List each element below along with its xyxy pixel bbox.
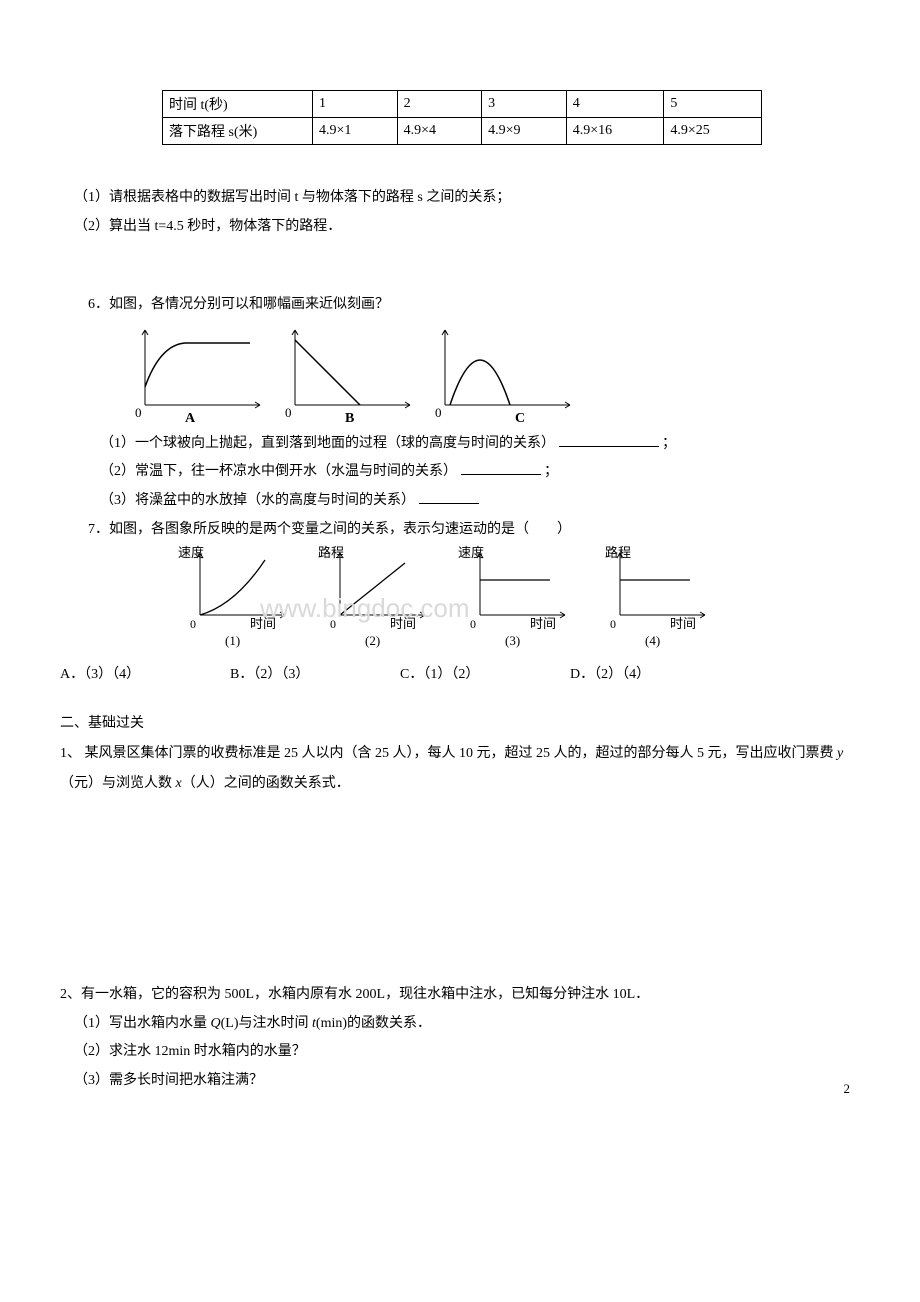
option-c: C．（1）（2） [400,662,570,689]
svg-text:B: B [345,411,354,425]
p1-text-b: （元）与浏览人数 [60,776,176,791]
svg-text:时间: 时间 [250,616,276,631]
q6-charts: 0 A 0 B 0 C [130,325,860,425]
cell: 4.9×4 [397,118,482,145]
svg-text:(3): (3) [505,633,520,648]
q6-sub3: （3）将澡盆中的水放掉（水的高度与时间的关系） [60,488,860,515]
cell: 1 [313,91,398,118]
cell: 4 [566,91,664,118]
p2-sub1: （1）写出水箱内水量 Q(L)与注水时间 t(min)的函数关系． [60,1011,860,1038]
p2-sub2: （2）求注水 12min 时水箱内的水量？ [60,1039,860,1066]
q6-sub1: （1）一个球被向上抛起，直到落到地面的过程（球的高度与时间的关系） ； [60,431,860,458]
svg-text:(4): (4) [645,633,660,648]
svg-text:C: C [515,411,525,425]
svg-text:时间: 时间 [670,616,696,631]
question-table-1: （1）请根据表格中的数据写出时间 t 与物体落下的路程 s 之间的关系； [60,185,860,212]
cell: 4.9×9 [482,118,567,145]
svg-text:0: 0 [330,617,336,631]
svg-text:0: 0 [435,405,442,420]
q6-sub3-text: （3）将澡盆中的水放掉（水的高度与时间的关系） [100,493,415,508]
svg-text:0: 0 [190,617,196,631]
svg-text:(2): (2) [365,633,380,648]
problem-1: 1、 某风景区集体门票的收费标准是 25 人以内（含 25 人），每人 10 元… [60,739,860,798]
semicolon: ； [544,464,558,479]
svg-text:时间: 时间 [390,616,416,631]
cell: 4.9×25 [664,118,762,145]
row1-header: 时间 t(秒) [163,91,313,118]
blank-line [559,433,659,447]
svg-text:0: 0 [285,405,292,420]
question-table-2: （2）算出当 t=4.5 秒时，物体落下的路程． [60,214,860,241]
p1-text-a: 1、 某风景区集体门票的收费标准是 25 人以内（含 25 人），每人 10 元… [60,746,837,761]
table-row: 落下路程 s(米) 4.9×1 4.9×4 4.9×9 4.9×16 4.9×2… [163,118,762,145]
cell: 5 [664,91,762,118]
var-Q: Q [211,1016,221,1031]
svg-text:时间: 时间 [530,616,556,631]
chart-c: 0 C [430,325,590,425]
svg-text:(1): (1) [225,633,240,648]
cell: 3 [482,91,567,118]
option-a: A．（3）（4） [60,662,230,689]
svg-text:0: 0 [135,405,142,420]
svg-text:A: A [185,411,196,425]
table-row: 时间 t(秒) 1 2 3 4 5 [163,91,762,118]
cell: 4.9×1 [313,118,398,145]
svg-text:0: 0 [610,617,616,631]
question-7: 7．如图，各图象所反映的是两个变量之间的关系，表示匀速运动的是（ ） [60,517,860,544]
blank-line [419,490,479,504]
q7-options: A．（3）（4） B．（2）（3） C．（1）（2） D．（2）（4） [60,662,860,689]
var-y: y [837,746,843,761]
p1-text-c: （人）之间的函数关系式． [182,776,350,791]
q6-sub2: （2）常温下，往一杯凉水中倒开水（水温与时间的关系） ； [60,459,860,486]
row2-header: 落下路程 s(米) [163,118,313,145]
chart-b: 0 B [280,325,430,425]
chart-a: 0 A [130,325,280,425]
blank-line [461,461,541,475]
cell: 4.9×16 [566,118,664,145]
distance-time-table: 时间 t(秒) 1 2 3 4 5 落下路程 s(米) 4.9×1 4.9×4 … [162,90,762,145]
problem-2: 2、有一水箱，它的容积为 500L，水箱内原有水 200L，现往水箱中注水，已知… [60,982,860,1009]
p2-1a: （1）写出水箱内水量 [74,1016,211,1031]
q6-sub1-text: （1）一个球被向上抛起，直到落到地面的过程（球的高度与时间的关系） [100,436,555,451]
p2-sub3: （3）需多长时间把水箱注满？ [60,1068,860,1095]
section-2-heading: 二、基础过关 [60,711,860,738]
option-d: D．（2）（4） [570,662,740,689]
semicolon: ； [662,436,676,451]
p2-1b: (L)与注水时间 [221,1016,312,1031]
svg-text:路程: 路程 [605,545,631,560]
cell: 2 [397,91,482,118]
worksheet-page: 时间 t(秒) 1 2 3 4 5 落下路程 s(米) 4.9×1 4.9×4 … [0,0,920,1137]
q6-sub2-text: （2）常温下，往一杯凉水中倒开水（水温与时间的关系） [100,464,457,479]
question-6: 6．如图，各情况分别可以和哪幅画来近似刻画？ [60,292,860,319]
option-b: B．（2）（3） [230,662,400,689]
page-number: 2 [844,1081,851,1097]
q7-charts: 速度 0 时间 (1) 路程 0 时间 (2) [170,545,860,660]
p2-1c: (min)的函数关系． [316,1016,431,1031]
svg-text:0: 0 [470,617,476,631]
